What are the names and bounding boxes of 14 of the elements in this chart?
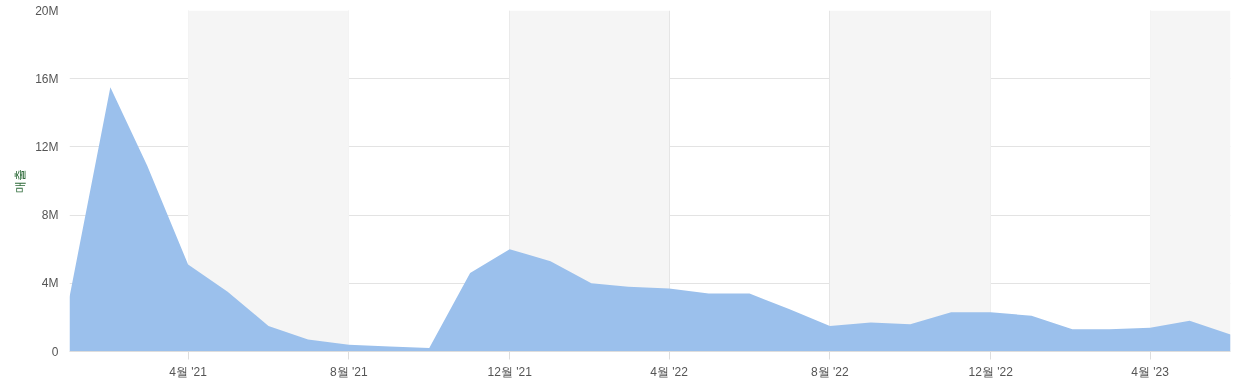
y-axis-title: 매출 [13,169,28,193]
x-tick-label: 8월 '21 [330,364,369,379]
y-tick-label: 0 [51,344,59,359]
x-tick-label: 4월 '21 [169,364,208,379]
x-tick-label: 4월 '22 [650,364,689,379]
x-tick-label: 4월 '23 [1131,364,1170,379]
y-tick-label: 4M [41,276,59,291]
x-tick-label: 12월 '21 [487,364,533,379]
y-tick-label: 20M [35,3,59,18]
x-tick-label: 8월 '22 [811,364,850,379]
y-tick-label: 12M [35,139,59,154]
y-tick-label: 16M [35,71,59,86]
x-tick-label: 12월 '22 [968,364,1014,379]
y-tick-label: 8M [41,208,59,223]
